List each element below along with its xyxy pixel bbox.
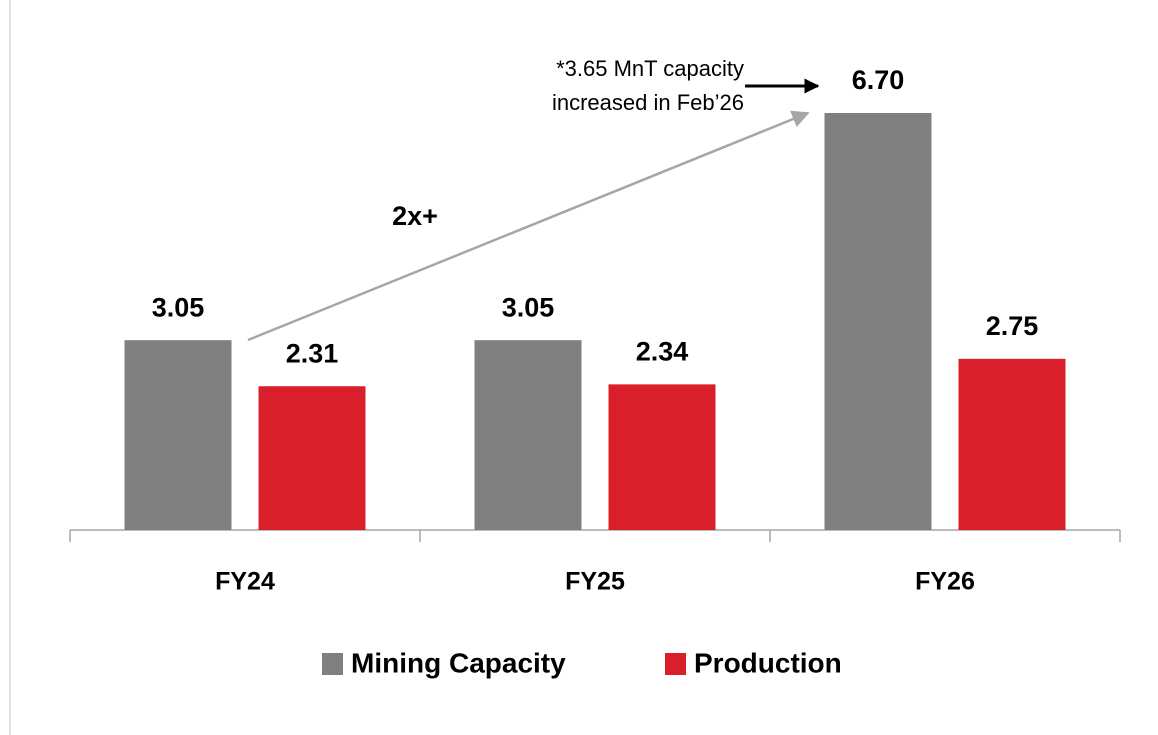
bar xyxy=(124,340,232,530)
value-label: 2.31 xyxy=(286,338,339,368)
value-label: 3.05 xyxy=(502,292,555,322)
value-label: 6.70 xyxy=(852,65,905,95)
legend-swatch xyxy=(322,653,343,675)
bar xyxy=(474,340,582,530)
bar xyxy=(258,386,366,530)
growth-arrow xyxy=(247,110,810,342)
value-label: 3.05 xyxy=(152,292,205,322)
x-tick-label: FY25 xyxy=(565,568,625,596)
note-line: *3.65 MnT capacity xyxy=(556,56,744,81)
bar xyxy=(824,113,932,530)
note-line: increased in Feb’26 xyxy=(552,90,744,115)
x-tick-label: FY24 xyxy=(215,568,275,596)
legend-label: Mining Capacity xyxy=(351,647,566,678)
bar xyxy=(608,384,716,530)
bar xyxy=(958,358,1066,530)
growth-label: 2x+ xyxy=(392,201,438,231)
legend-label: Production xyxy=(694,647,842,678)
value-label: 2.75 xyxy=(986,311,1039,341)
legend-swatch xyxy=(665,653,686,675)
value-label: 2.34 xyxy=(636,336,689,366)
x-tick-label: FY26 xyxy=(915,568,975,596)
